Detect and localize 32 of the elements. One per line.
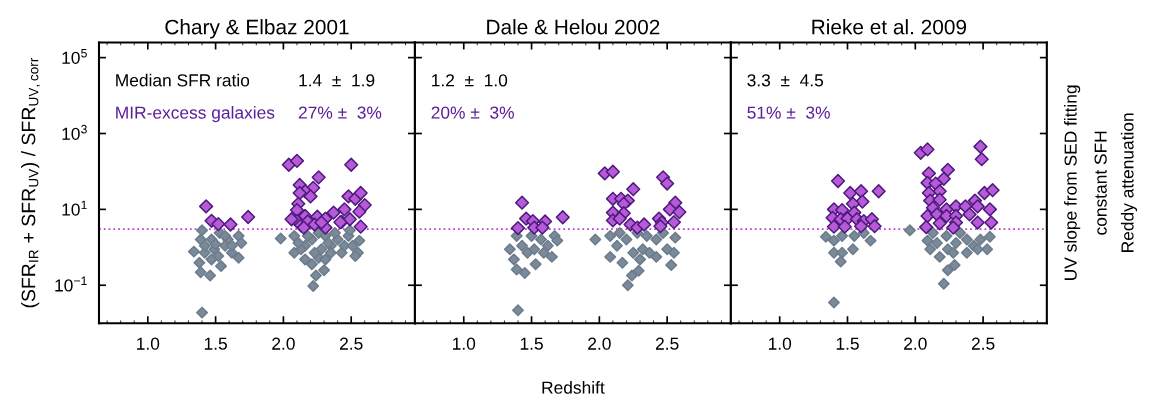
chart-title: Rieke et al. 2009 [812,19,967,35]
text: constant SFH [1094,131,1107,235]
x-tick-label: 1.0 [453,337,476,350]
x-axis-title: Redshift [542,381,605,394]
annotation: 20% ± 3% [431,106,514,119]
chart-title: Dale & Helou 2002 [487,19,660,35]
y-tick-label: 10$^{−1}$ [55,276,87,292]
annotation: 27% ± 3% [298,106,382,119]
annotation: 1.2 ± 1.0 [432,74,508,87]
y-tick-label: 10$^{1}$ [62,200,87,216]
x-tick-label: 2.5 [655,337,679,350]
x-tick-label: 1.0 [137,337,160,350]
annotation: MIR-excess galaxies [116,106,275,123]
x-tick-label: 2.0 [588,337,611,350]
annotation: Median SFR ratio [116,73,250,87]
x-tick-label: 1.5 [204,337,227,350]
x-tick-label: 2.0 [272,337,295,350]
text: UV slope from SED fitting [1064,85,1081,280]
annotation: 1.4 ± 1.9 [299,74,375,87]
text: Reddy attenuation [1120,113,1138,252]
y-tick-label: 10$^{5}$ [62,48,87,64]
x-tick-label: 1.5 [836,337,859,350]
x-tick-label: 2.0 [904,337,927,350]
x-tick-label: 2.5 [971,337,995,350]
annotation: 3.3 ± 4.5 [747,74,824,87]
y-tick-label: 10$^{3}$ [62,124,87,140]
annotation: 51% ± 3% [747,106,830,119]
x-tick-label: 2.5 [340,337,363,350]
x-tick-label: 1.0 [768,337,792,350]
y-axis-title: (SFR$_{IR}$ + SFR$_{UV}$) / SFR$_{UV,corr}$ [21,57,40,308]
chart-title: Chary & Elbaz 2001 [165,19,349,39]
x-tick-label: 1.5 [520,337,543,350]
